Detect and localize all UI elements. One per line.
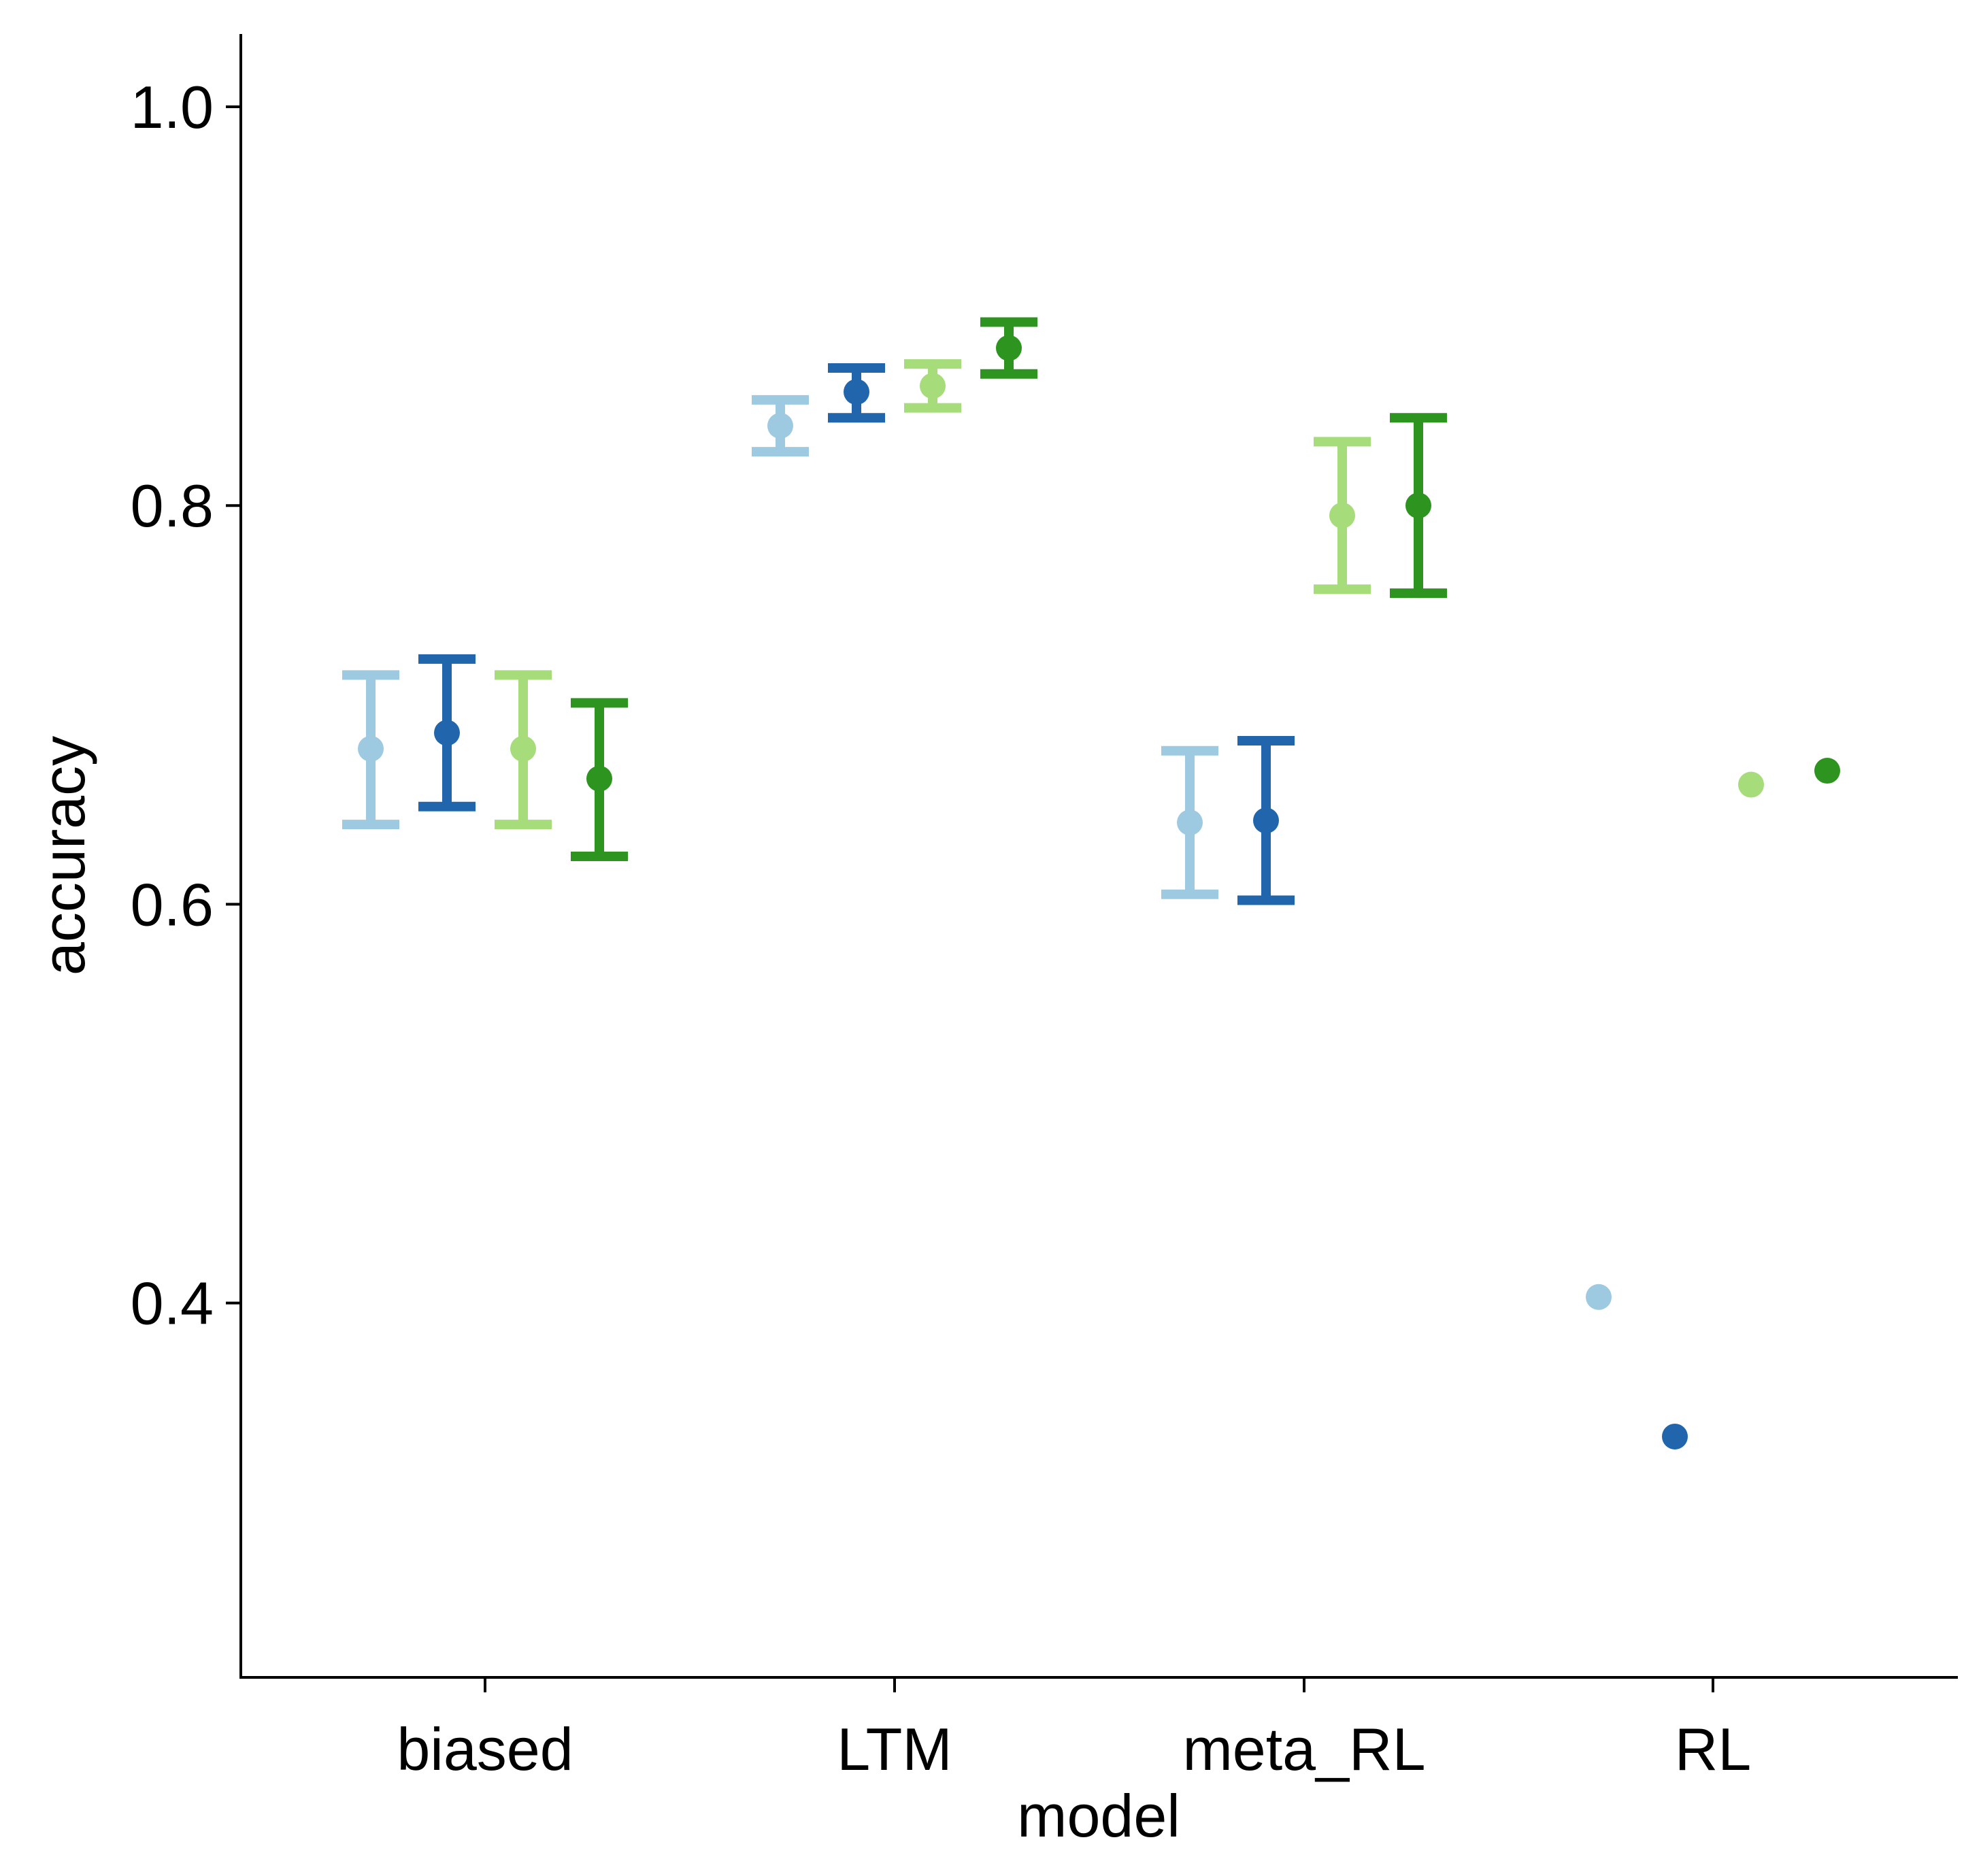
data-point [1329,502,1355,529]
y-ticks: 0.4 0.6 0.8 1.0 [131,73,241,1337]
y-tick-label: 1.0 [131,73,214,141]
data-point [1586,1284,1612,1310]
y-tick-label: 0.6 [131,871,214,938]
data-point [434,720,460,746]
data-marks [342,317,1840,1450]
y-tick-label: 0.4 [131,1270,214,1337]
x-axis-title: model [1017,1782,1180,1849]
data-point [767,412,793,439]
x-tick-label: LTM [837,1715,952,1783]
data-point [1405,492,1431,519]
x-ticks: biased LTM meta_RL RL [397,1677,1751,1783]
data-point [1814,758,1840,784]
y-axis-title: accuracy [30,736,97,975]
x-tick-label: biased [397,1715,573,1783]
data-point [586,765,612,792]
data-point [1253,807,1279,834]
axes [239,34,1958,1679]
y-tick-label: 0.8 [131,472,214,539]
data-point [920,373,946,399]
data-point [1738,771,1764,798]
x-tick-label: RL [1675,1715,1752,1783]
data-point [510,735,536,762]
data-point [996,335,1022,361]
x-tick-label: meta_RL [1182,1715,1425,1783]
data-point [358,735,384,762]
data-point [1662,1423,1688,1450]
data-point [844,379,869,405]
data-point [1177,809,1203,836]
